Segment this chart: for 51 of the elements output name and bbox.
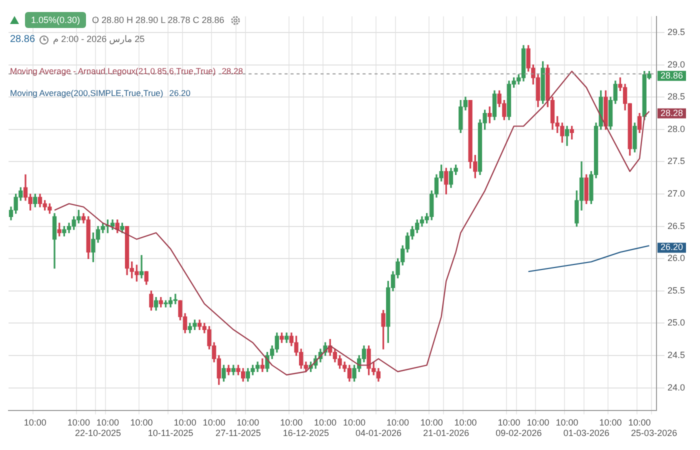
annotation: 28.28 — [222, 66, 243, 76]
x-tick-label: 10:00 — [67, 417, 90, 428]
x-tick-label: 10:00 — [498, 417, 520, 428]
x-tick-label: 10-11-2025 — [148, 428, 194, 438]
annotation: 1.05%(0.30) — [25, 12, 86, 28]
annotation: 25 مارس 2026 - 2:00 م — [53, 34, 145, 45]
x-tick-label: 10:00 — [420, 417, 443, 428]
x-tick-label: 10:00 — [599, 417, 622, 428]
y-tick-label: 29.5 — [667, 27, 686, 38]
x-tick-label: 10:00 — [130, 417, 153, 428]
y-tick-label: 24.5 — [667, 350, 686, 360]
text: 26.20 — [660, 242, 684, 252]
x-tick-label: 10:00 — [202, 417, 226, 428]
ref-line-label: 28.86 — [660, 70, 684, 80]
x-tick-label: 10:00 — [454, 417, 477, 428]
x-tick-label: 10:00 — [314, 417, 337, 428]
y-tick-label: 27.5 — [667, 156, 686, 166]
x-tick-label: 10:00 — [628, 417, 651, 428]
x-tick-label: 25-03-2026 — [631, 428, 678, 438]
text: Moving Average - Arnaud Legoux(21,0.85,6,True,True) — [10, 66, 216, 76]
y-tick-label: 26.5 — [667, 220, 686, 231]
y-tick-label: 28.0 — [667, 124, 686, 134]
text: Moving Average(200,SIMPLE,True,True) — [10, 88, 164, 98]
y-tick-label: 25.5 — [667, 285, 686, 296]
y-tick-label: 28.5 — [667, 92, 686, 102]
x-tick-label: 09-02-2026 — [496, 428, 542, 438]
x-tick-label: 21-01-2026 — [423, 428, 470, 438]
x-tick-label: 10:00 — [24, 417, 46, 428]
candlestick — [139, 255, 144, 278]
y-tick-label: 25.0 — [667, 318, 686, 328]
y-tick-label: 24.0 — [667, 382, 686, 392]
x-tick-label: 01-03-2026 — [563, 428, 610, 438]
text: 28.28 — [660, 108, 684, 118]
x-tick-label: 10:00 — [96, 417, 119, 428]
x-tick-label: 10:00 — [236, 417, 260, 428]
x-tick-label: 27-11-2025 — [216, 428, 261, 438]
x-tick-label: 10:00 — [556, 417, 578, 428]
x-tick-label: 10:00 — [386, 417, 410, 428]
x-tick-label: 10:00 — [526, 417, 550, 428]
chart-title: O 28.80 H 28.90 L 28.78 C 28.86 — [92, 15, 224, 25]
y-tick-label: 29.0 — [667, 59, 686, 70]
x-tick-label: 10:00 — [174, 417, 196, 428]
y-tick-label: 27.0 — [667, 188, 686, 199]
x-tick-label: 16-12-2025 — [282, 428, 329, 438]
x-tick-label: 10:00 — [280, 417, 303, 428]
annotation: 26.20 — [169, 88, 191, 98]
annotation: 28.86 — [10, 34, 36, 45]
y-tick-label: 26.0 — [667, 253, 686, 264]
x-tick-label: 04-01-2026 — [355, 428, 402, 438]
x-tick-label: 10:00 — [343, 417, 366, 428]
x-tick-label: 22-10-2025 — [75, 428, 122, 438]
